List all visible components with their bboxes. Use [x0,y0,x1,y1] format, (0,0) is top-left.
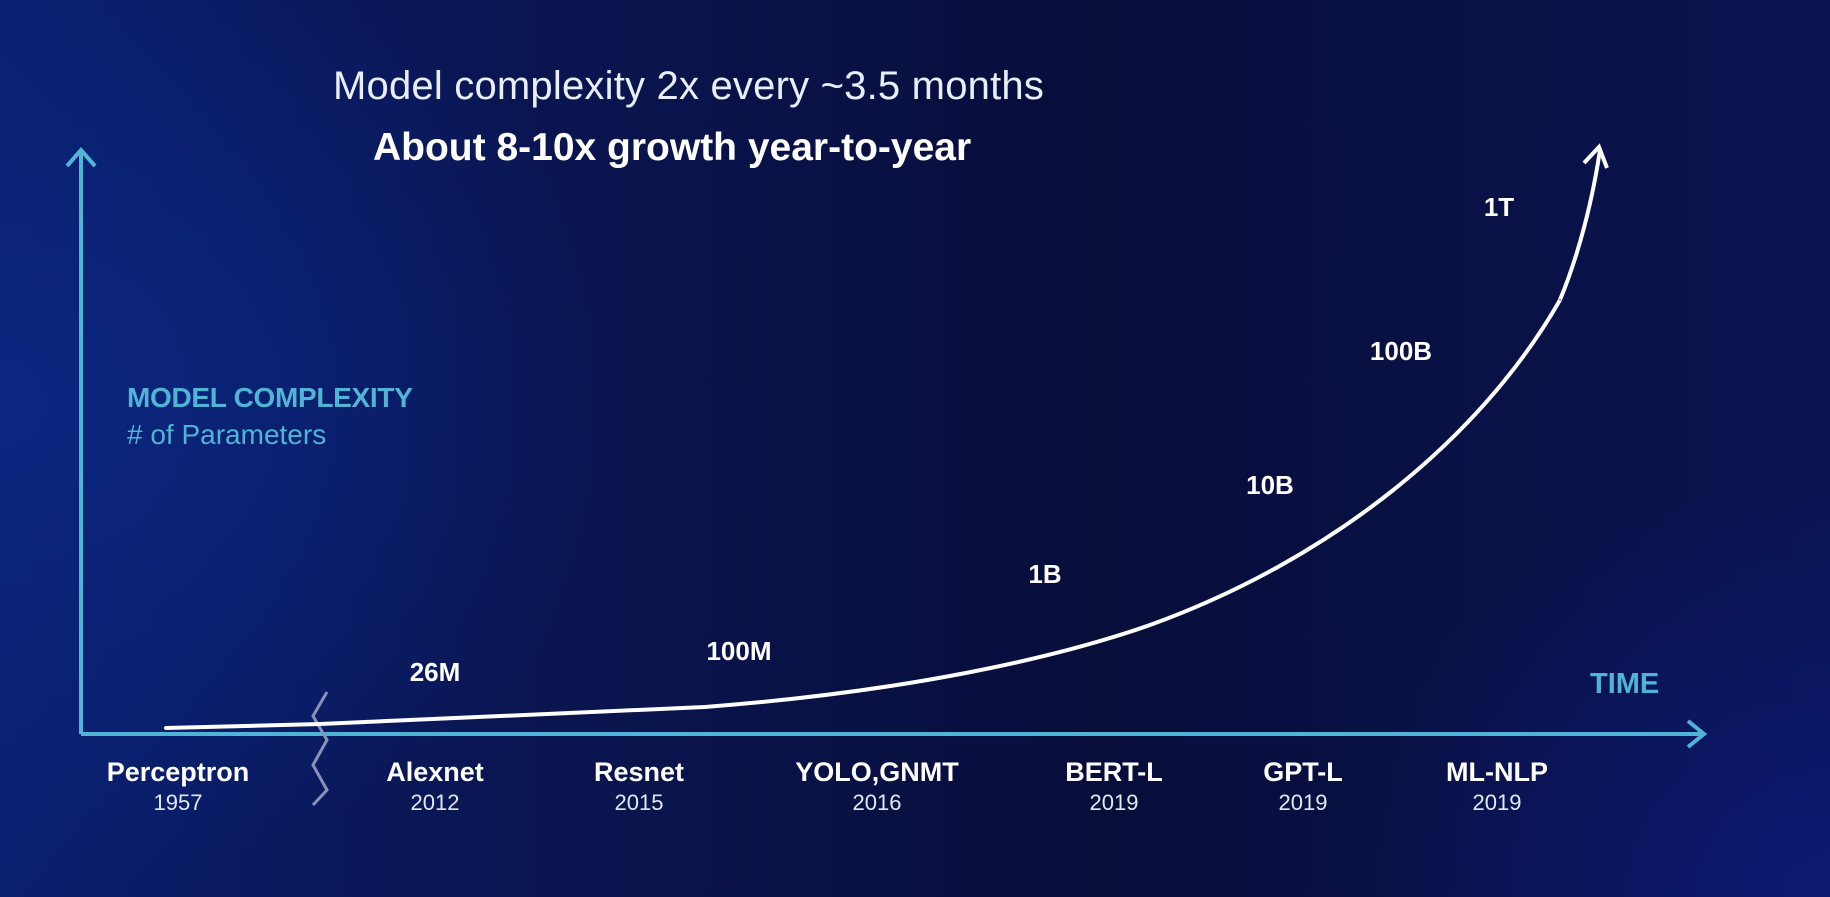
value-label-0: 26M [410,657,461,687]
category-label-5: GPT-L [1263,757,1343,787]
chart-subtitle: About 8-10x growth year-to-year [373,126,972,169]
category-label-3: YOLO,GNMT [795,757,959,787]
y-axis-label: MODEL COMPLEXITY [127,382,413,413]
x-axis-arrowhead [1686,719,1708,749]
category-year-4: 2019 [1090,790,1139,815]
category-year-0: 1957 [154,790,203,815]
category-label-6: ML-NLP [1446,757,1548,787]
category-year-2: 2015 [615,790,664,815]
growth-curve [164,148,1602,730]
value-label-5: 1T [1484,192,1514,222]
value-label-4: 100B [1370,336,1432,366]
category-label-1: Alexnet [386,757,484,787]
x-axis-label: TIME [1590,668,1660,700]
category-year-1: 2012 [411,790,460,815]
category-year-5: 2019 [1279,790,1328,815]
growth-curve-arrowhead [1582,143,1609,169]
category-year-3: 2016 [853,790,902,815]
value-label-3: 10B [1246,470,1294,500]
chart-title: Model complexity 2x every ~3.5 months [333,64,1045,108]
category-year-6: 2019 [1473,790,1522,815]
category-label-0: Perceptron [107,757,250,787]
y-axis-sublabel: # of Parameters [127,419,327,450]
value-label-2: 1B [1028,559,1061,589]
value-label-1: 100M [706,636,771,666]
axis-break-marker [311,691,329,807]
y-axis-arrowhead [65,146,97,168]
category-label-2: Resnet [594,757,684,787]
category-label-4: BERT-L [1065,757,1163,787]
